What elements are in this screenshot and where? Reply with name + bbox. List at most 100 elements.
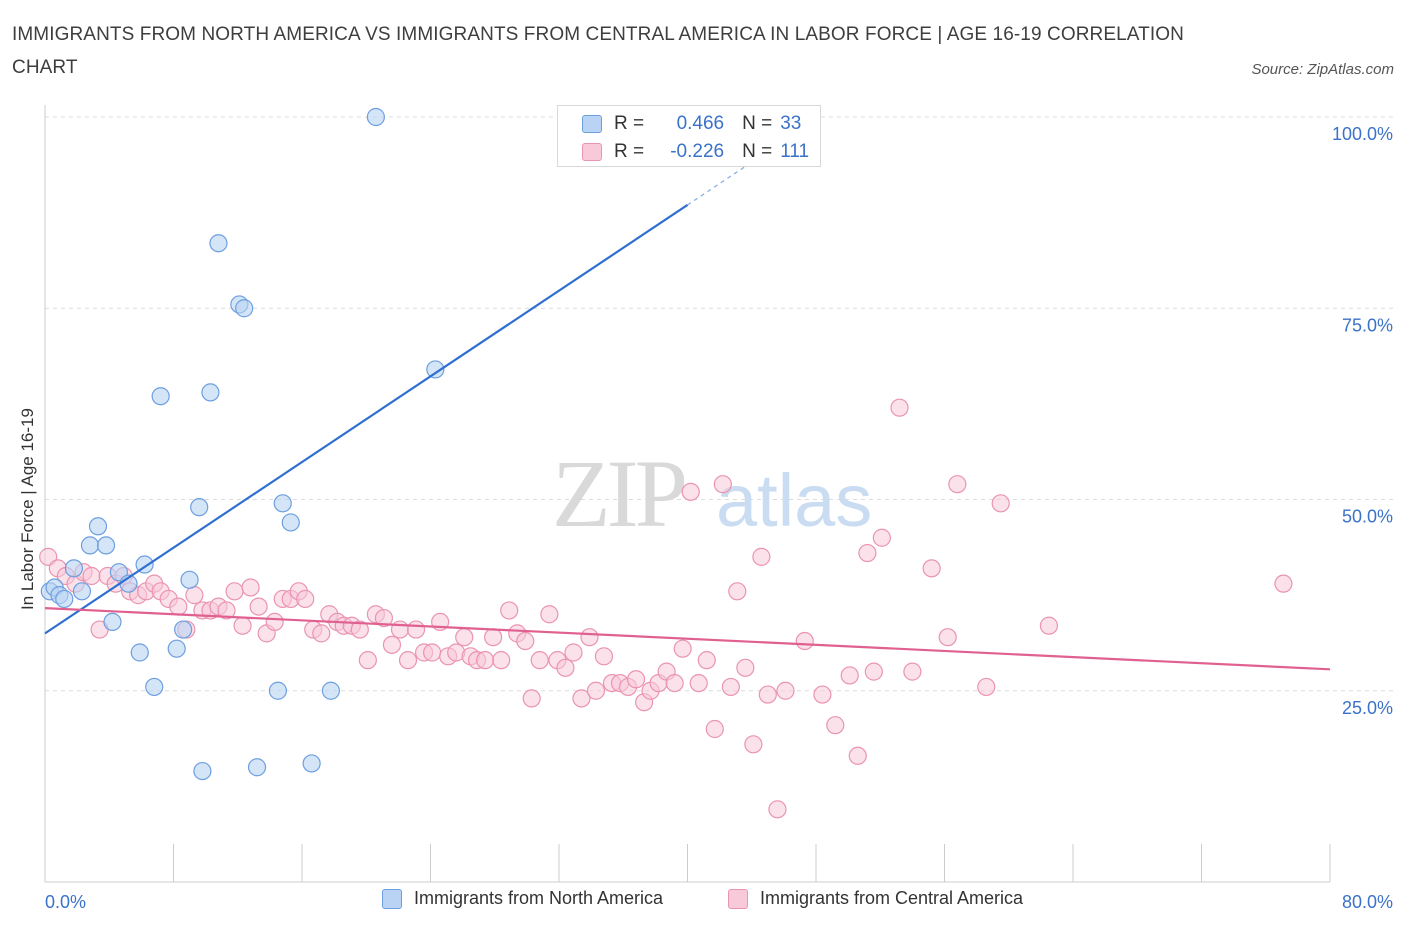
point-central-america bbox=[225, 582, 244, 601]
axes bbox=[44, 105, 1331, 883]
point-central-america bbox=[681, 482, 700, 501]
point-central-america bbox=[455, 628, 474, 647]
point-central-america bbox=[169, 597, 188, 616]
point-central-america bbox=[556, 658, 575, 677]
point-central-america bbox=[492, 651, 511, 670]
point-central-america bbox=[398, 651, 418, 670]
point-central-america bbox=[721, 677, 740, 697]
point-north-america bbox=[235, 299, 254, 318]
point-north-america bbox=[130, 643, 149, 662]
point-north-america bbox=[366, 107, 385, 127]
point-central-america bbox=[977, 677, 996, 697]
legend-n-label: N = bbox=[742, 113, 773, 134]
legend-swatch-blue bbox=[582, 115, 602, 133]
point-central-america bbox=[217, 601, 236, 620]
point-north-america bbox=[201, 383, 220, 402]
point-central-america bbox=[752, 547, 771, 566]
point-central-america bbox=[382, 635, 402, 654]
point-central-america bbox=[296, 589, 315, 609]
point-central-america bbox=[423, 643, 442, 662]
point-central-america bbox=[665, 673, 684, 693]
bottom-legend-label-1: Immigrants from North America bbox=[414, 888, 664, 908]
point-north-america bbox=[145, 677, 164, 697]
y-tick-label: 75.0% bbox=[1342, 315, 1393, 335]
legend-n-value-1: 33 bbox=[780, 113, 802, 134]
point-central-america bbox=[564, 643, 583, 662]
y-tick-label: 25.0% bbox=[1342, 698, 1393, 718]
point-north-america bbox=[273, 494, 292, 513]
legend-n-label: N = bbox=[742, 141, 773, 162]
source-label: Source: ZipAtlas.com bbox=[1251, 61, 1394, 78]
legend-r-label: R = bbox=[614, 141, 645, 162]
point-central-america bbox=[586, 681, 606, 700]
point-central-america bbox=[689, 673, 708, 693]
point-central-america bbox=[358, 651, 377, 670]
point-north-america bbox=[103, 612, 122, 632]
point-central-america bbox=[241, 578, 260, 597]
point-central-america bbox=[626, 670, 646, 689]
bottom-legend-north-america[interactable]: Immigrants from North America bbox=[382, 888, 663, 909]
point-central-america bbox=[795, 631, 814, 651]
point-north-america bbox=[426, 360, 445, 379]
point-central-america bbox=[390, 620, 410, 639]
series-north-america-points bbox=[40, 107, 445, 781]
legend-r-value-1: 0.466 bbox=[676, 113, 725, 134]
point-north-america bbox=[96, 536, 116, 555]
point-north-america bbox=[180, 570, 199, 589]
point-central-america bbox=[705, 719, 724, 739]
point-central-america bbox=[406, 620, 426, 639]
point-central-america bbox=[1274, 574, 1293, 593]
point-central-america bbox=[768, 800, 787, 819]
watermark: ZIP atlas bbox=[552, 440, 872, 547]
point-north-america bbox=[190, 498, 209, 517]
legend-swatch-pink bbox=[582, 143, 602, 161]
point-central-america bbox=[233, 616, 252, 635]
point-central-america bbox=[826, 716, 845, 735]
trend-line-central-america bbox=[44, 607, 1331, 671]
point-north-america bbox=[174, 620, 193, 639]
watermark-zip: ZIP bbox=[552, 440, 685, 547]
point-central-america bbox=[476, 651, 495, 670]
point-central-america bbox=[1039, 616, 1059, 635]
y-axis-label: In Labor Force | Age 16-19 bbox=[18, 408, 37, 610]
point-central-america bbox=[249, 597, 268, 616]
point-central-america bbox=[673, 639, 692, 658]
legend-row-central-america: R = -0.226 N = 111 bbox=[582, 139, 809, 165]
point-central-america bbox=[350, 620, 369, 639]
point-central-america bbox=[864, 662, 883, 681]
x-tick-label-min: 0.0% bbox=[45, 892, 86, 912]
point-central-america bbox=[903, 662, 922, 681]
legend-row-north-america: R = 0.466 N = 33 bbox=[582, 111, 801, 137]
bottom-legend-swatch-pink bbox=[728, 888, 748, 909]
point-central-america bbox=[948, 475, 967, 494]
point-central-america bbox=[185, 586, 204, 605]
x-tick-label-max: 80.0% bbox=[1342, 892, 1393, 912]
point-north-america bbox=[80, 536, 100, 555]
stats-legend: R = 0.466 N = 33 R = -0.226 N = 111 bbox=[557, 105, 821, 167]
bottom-legend-label-2: Immigrants from Central America bbox=[760, 888, 1024, 908]
point-north-america bbox=[302, 754, 321, 773]
point-central-america bbox=[922, 559, 941, 578]
point-central-america bbox=[374, 608, 394, 628]
point-central-america bbox=[744, 735, 763, 754]
point-central-america bbox=[848, 746, 867, 765]
bottom-legend-central-america[interactable]: Immigrants from Central America bbox=[728, 888, 1023, 909]
point-central-america bbox=[991, 494, 1010, 513]
point-north-america bbox=[209, 234, 228, 253]
bottom-legend: Immigrants from North America Immigrants… bbox=[0, 888, 1406, 916]
point-north-america bbox=[247, 758, 267, 777]
watermark-atlas: atlas bbox=[716, 459, 872, 542]
point-central-america bbox=[312, 624, 331, 643]
point-north-america bbox=[88, 517, 108, 536]
point-central-america bbox=[713, 475, 732, 494]
point-north-america bbox=[281, 513, 300, 532]
point-north-america bbox=[193, 761, 212, 781]
point-central-america bbox=[840, 666, 859, 685]
point-central-america bbox=[872, 528, 891, 547]
point-north-america bbox=[55, 589, 74, 609]
point-north-america bbox=[151, 387, 170, 406]
point-central-america bbox=[758, 685, 777, 704]
point-central-america bbox=[776, 681, 795, 700]
y-tick-label: 100.0% bbox=[1332, 124, 1393, 144]
